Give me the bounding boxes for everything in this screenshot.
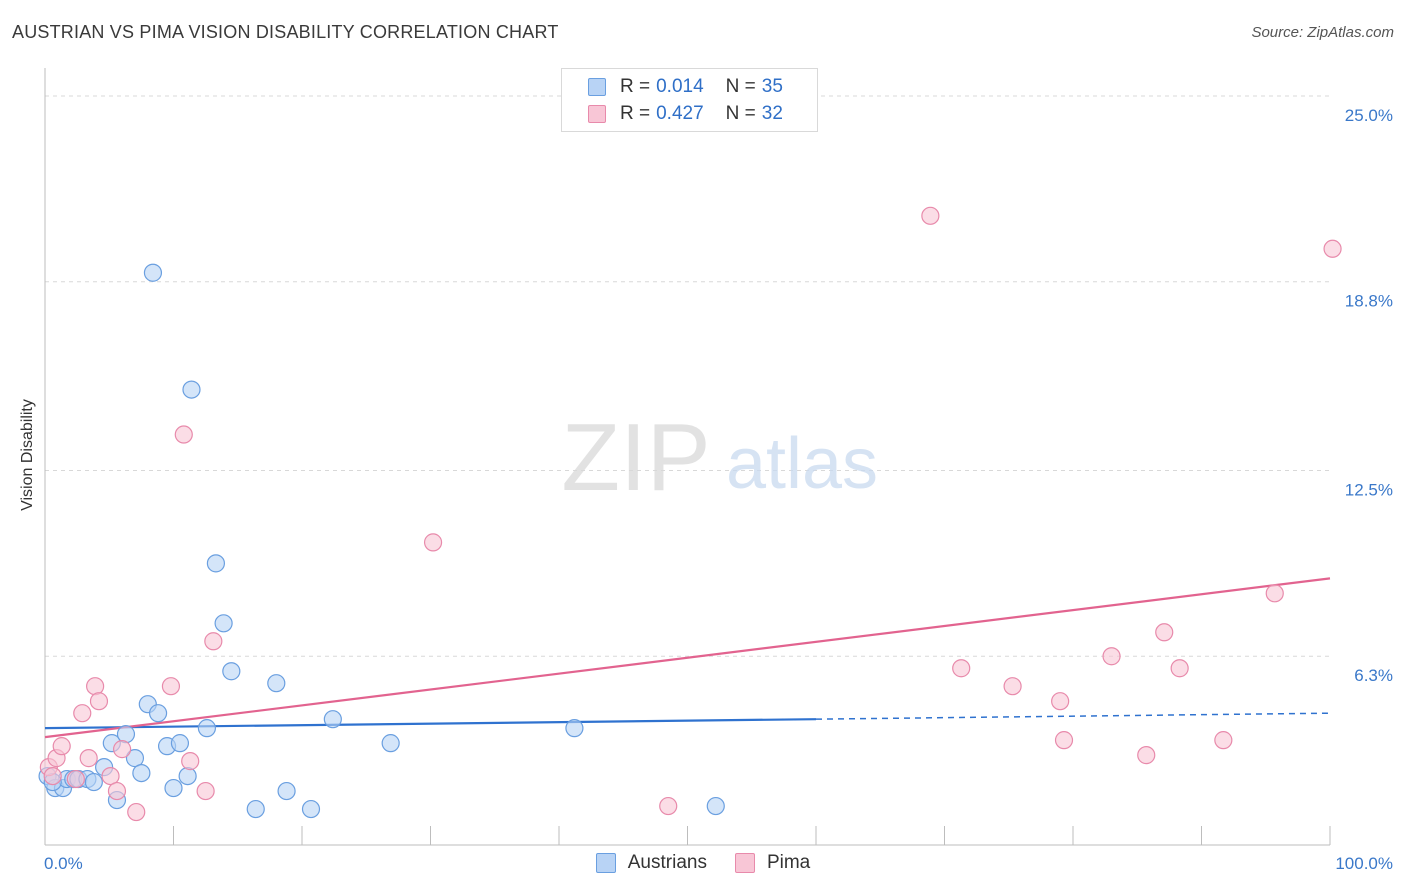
austrians-point xyxy=(706,796,725,816)
r-label: R = xyxy=(620,76,651,97)
austrians-point xyxy=(381,734,400,753)
pima-point xyxy=(1051,692,1070,711)
legend-item-austrians: Austrians xyxy=(595,852,707,874)
watermark: ZIP atlas xyxy=(561,404,878,511)
pima-point xyxy=(1323,239,1342,258)
pima-point xyxy=(659,796,678,816)
pima-point xyxy=(1003,677,1022,696)
stats-legend: R = 0.014 N = 35 R = 0.427 N = 32 xyxy=(561,68,818,132)
austrians-point xyxy=(323,710,342,729)
pima-point xyxy=(1265,584,1284,603)
austrians-point xyxy=(246,799,265,819)
austrians-point xyxy=(267,674,286,693)
pima-point xyxy=(89,692,109,711)
pima-point xyxy=(52,737,71,756)
tick-labels: 6.3% 12.5% 18.8% 25.0% 0.0% 100.0% xyxy=(44,106,1393,873)
pima-trend-line xyxy=(44,577,1331,739)
austrians-point xyxy=(178,766,197,786)
r-label: R = xyxy=(620,103,651,124)
pima-point xyxy=(101,766,120,786)
pima-point xyxy=(112,740,132,759)
series-legend: Austrians Pima xyxy=(0,852,1406,874)
austrians-point xyxy=(222,662,241,681)
y-tick-label: 18.8% xyxy=(1345,292,1393,311)
austrians-trend-extension xyxy=(815,712,1331,720)
axes xyxy=(44,68,1331,846)
chart-title: AUSTRIAN VS PIMA VISION DISABILITY CORRE… xyxy=(12,22,559,42)
pima-point xyxy=(423,533,443,552)
pima-point xyxy=(127,802,146,822)
n-label: N = xyxy=(725,76,756,97)
r-value: 0.427 xyxy=(656,103,704,124)
n-value: 32 xyxy=(761,103,783,124)
austrians-point xyxy=(206,554,226,573)
pima-point xyxy=(1102,647,1121,666)
pima-point xyxy=(107,781,127,801)
watermark-atlas: atlas xyxy=(726,424,878,504)
pima-point xyxy=(196,781,215,801)
pima-point xyxy=(204,632,223,651)
watermark-zip: ZIP xyxy=(561,404,710,511)
austrians-point xyxy=(125,749,145,768)
data-points xyxy=(38,206,1342,822)
pima-point xyxy=(43,766,62,786)
pima-point xyxy=(921,206,940,225)
austrians-point xyxy=(277,781,296,801)
pima-swatch xyxy=(588,105,606,123)
pima-point xyxy=(79,749,98,768)
r-value: 0.014 xyxy=(656,76,704,97)
x-tick-label: 100.0% xyxy=(1335,854,1393,873)
source-label: Source: ZipAtlas.com xyxy=(1251,24,1394,41)
pima-point xyxy=(66,769,85,789)
pima-legend-swatch xyxy=(734,853,755,873)
austrians-point xyxy=(301,799,321,819)
austrians-point xyxy=(197,719,217,738)
pima-point xyxy=(1170,659,1189,678)
y-tick-label: 12.5% xyxy=(1345,480,1393,499)
y-tick-label: 25.0% xyxy=(1345,106,1393,125)
austrians-trend-line xyxy=(44,718,817,730)
legend-row-pima: R = 0.427 N = 32 xyxy=(588,103,783,125)
austrians-point xyxy=(214,614,233,633)
pima-point xyxy=(1137,746,1156,765)
n-label: N = xyxy=(725,103,756,124)
x-tick-label: 0.0% xyxy=(44,854,83,873)
austrians-point xyxy=(182,380,201,399)
n-value: 35 xyxy=(761,76,783,97)
pima-point xyxy=(86,677,105,696)
legend-item-pima: Pima xyxy=(734,852,811,874)
legend-label-austrians: Austrians xyxy=(627,852,707,873)
austrians-point xyxy=(148,704,168,723)
austrians-point xyxy=(116,725,136,744)
austrians-point xyxy=(84,772,103,792)
austrians-legend-swatch xyxy=(595,853,616,873)
pima-point xyxy=(174,425,193,444)
legend-row-austrians: R = 0.014 N = 35 xyxy=(588,76,783,98)
pima-point xyxy=(161,677,181,696)
austrians-swatch xyxy=(588,78,606,96)
legend-label-pima: Pima xyxy=(766,852,811,873)
pima-point xyxy=(1214,731,1233,750)
austrians-point xyxy=(565,719,584,738)
trend-lines xyxy=(44,577,1331,739)
pima-point xyxy=(1054,731,1074,750)
pima-point xyxy=(952,659,971,678)
pima-point xyxy=(1155,623,1174,642)
austrians-point xyxy=(143,263,163,282)
pima-point xyxy=(181,752,200,771)
gridlines xyxy=(45,95,1330,657)
y-tick-label: 6.3% xyxy=(1354,666,1393,685)
pima-point xyxy=(73,704,92,723)
austrians-point xyxy=(170,734,190,753)
austrians-point xyxy=(164,778,183,798)
austrians-point xyxy=(132,763,151,783)
